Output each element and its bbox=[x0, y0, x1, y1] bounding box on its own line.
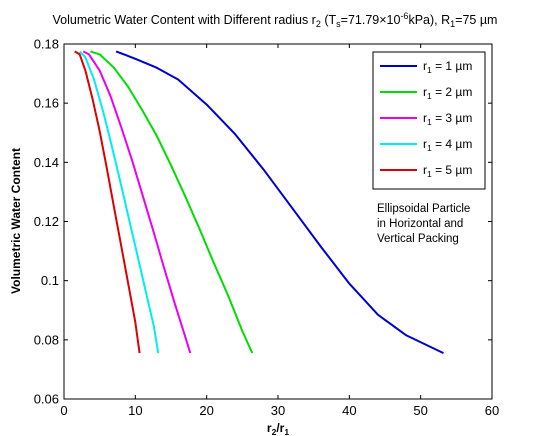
y-axis: 0.06 0.08 0.1 0.12 0.14 0.16 0.18 bbox=[34, 37, 492, 407]
series-line-3 bbox=[82, 50, 192, 354]
x-axis: 0 10 20 30 40 50 60 bbox=[60, 44, 499, 418]
legend-label-5: r1 = 5 µm bbox=[423, 163, 472, 179]
series-line-4 bbox=[78, 50, 160, 354]
chart-title: Volumetric Water Content with Different … bbox=[53, 11, 498, 29]
y-tick-label: 0.18 bbox=[34, 37, 59, 52]
legend-label-3: r1 = 3 µm bbox=[423, 111, 472, 127]
x-tick-label: 10 bbox=[128, 403, 142, 418]
series-line-1 bbox=[115, 50, 444, 355]
y-tick-label: 0.1 bbox=[41, 273, 59, 288]
series-group bbox=[74, 50, 444, 355]
series-line-2 bbox=[90, 50, 254, 354]
y-tick-label: 0.08 bbox=[34, 332, 59, 347]
series-line-5 bbox=[74, 50, 141, 354]
x-tick-label: 0 bbox=[60, 403, 67, 418]
y-tick-label: 0.16 bbox=[34, 96, 59, 111]
y-tick-label: 0.06 bbox=[34, 392, 59, 407]
x-tick-label: 60 bbox=[485, 403, 499, 418]
y-axis-label: Volumetric Water Content bbox=[9, 148, 23, 294]
x-axis-label: r2/r1 bbox=[267, 421, 289, 436]
x-tick-label: 40 bbox=[342, 403, 356, 418]
y-tick-label: 0.12 bbox=[34, 214, 59, 229]
legend-label-2: r1 = 2 µm bbox=[423, 85, 472, 101]
legend-label-4: r1 = 4 µm bbox=[423, 137, 472, 153]
legend-box bbox=[372, 51, 486, 190]
legend: r1 = 1 µm r1 = 2 µm r1 = 3 µm r1 = 4 µm r1 =… bbox=[372, 51, 486, 190]
x-tick-label: 50 bbox=[413, 403, 427, 418]
annotation-text: Ellipsoidal Particle in Horizontal and V… bbox=[377, 203, 474, 245]
x-tick-label: 30 bbox=[271, 403, 285, 418]
x-tick-label: 20 bbox=[199, 403, 213, 418]
y-tick-label: 0.14 bbox=[34, 155, 59, 170]
legend-label-1: r1 = 1 µm bbox=[423, 59, 472, 75]
